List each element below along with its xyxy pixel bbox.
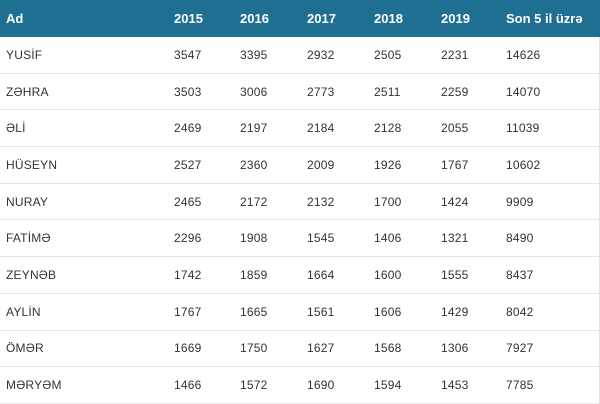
total-cell: 14626 bbox=[500, 37, 600, 74]
value-cell: 1453 bbox=[435, 367, 500, 404]
name-cell: ƏLİ bbox=[0, 110, 168, 148]
value-cell: 1321 bbox=[435, 220, 500, 258]
value-cell: 1669 bbox=[168, 331, 234, 368]
total-cell: 8437 bbox=[500, 257, 600, 294]
value-cell: 1306 bbox=[435, 331, 500, 368]
value-cell: 2469 bbox=[168, 110, 234, 148]
value-cell: 1429 bbox=[435, 294, 500, 331]
value-cell: 2511 bbox=[368, 74, 435, 111]
value-cell: 1406 bbox=[368, 220, 435, 258]
name-cell: ÖMƏR bbox=[0, 331, 168, 368]
value-cell: 1568 bbox=[368, 331, 435, 368]
value-cell: 1926 bbox=[368, 147, 435, 184]
value-cell: 1594 bbox=[368, 367, 435, 404]
value-cell: 2505 bbox=[368, 37, 435, 74]
value-cell: 1750 bbox=[234, 331, 301, 368]
value-cell: 1700 bbox=[368, 184, 435, 221]
value-cell: 1572 bbox=[234, 367, 301, 404]
total-cell: 10602 bbox=[500, 147, 600, 184]
total-cell: 9909 bbox=[500, 184, 600, 221]
name-cell: AYLİN bbox=[0, 294, 168, 331]
value-cell: 1424 bbox=[435, 184, 500, 221]
value-cell: 2184 bbox=[301, 110, 368, 148]
value-cell: 1555 bbox=[435, 257, 500, 294]
total-cell: 7785 bbox=[500, 367, 600, 404]
value-cell: 1665 bbox=[234, 294, 301, 331]
header-cell-2018: 2018 bbox=[368, 0, 435, 37]
name-cell: ZEYNƏB bbox=[0, 257, 168, 294]
header-cell-total: Son 5 il üzrə bbox=[500, 0, 600, 37]
value-cell: 1606 bbox=[368, 294, 435, 331]
value-cell: 1767 bbox=[435, 147, 500, 184]
value-cell: 2259 bbox=[435, 74, 500, 111]
header-cell-name: Ad bbox=[0, 0, 168, 37]
value-cell: 2009 bbox=[301, 147, 368, 184]
name-cell: NURAY bbox=[0, 184, 168, 221]
header-cell-2017: 2017 bbox=[301, 0, 368, 37]
value-cell: 1690 bbox=[301, 367, 368, 404]
value-cell: 1627 bbox=[301, 331, 368, 368]
value-cell: 1859 bbox=[234, 257, 301, 294]
value-cell: 2231 bbox=[435, 37, 500, 74]
value-cell: 1600 bbox=[368, 257, 435, 294]
total-cell: 8042 bbox=[500, 294, 600, 331]
name-cell: ZƏHRA bbox=[0, 74, 168, 111]
value-cell: 2932 bbox=[301, 37, 368, 74]
value-cell: 1908 bbox=[234, 220, 301, 258]
value-cell: 2172 bbox=[234, 184, 301, 221]
value-cell: 3006 bbox=[234, 74, 301, 111]
value-cell: 1664 bbox=[301, 257, 368, 294]
value-cell: 1466 bbox=[168, 367, 234, 404]
value-cell: 3547 bbox=[168, 37, 234, 74]
value-cell: 1545 bbox=[301, 220, 368, 258]
total-cell: 11039 bbox=[500, 110, 600, 148]
total-cell: 7927 bbox=[500, 331, 600, 368]
value-cell: 1742 bbox=[168, 257, 234, 294]
value-cell: 2197 bbox=[234, 110, 301, 148]
value-cell: 2055 bbox=[435, 110, 500, 148]
header-cell-2015: 2015 bbox=[168, 0, 234, 37]
value-cell: 2132 bbox=[301, 184, 368, 221]
header-cell-2019: 2019 bbox=[435, 0, 500, 37]
value-cell: 2128 bbox=[368, 110, 435, 148]
value-cell: 3395 bbox=[234, 37, 301, 74]
value-cell: 2773 bbox=[301, 74, 368, 111]
value-cell: 2527 bbox=[168, 147, 234, 184]
name-cell: MƏRYƏM bbox=[0, 367, 168, 404]
value-cell: 1561 bbox=[301, 294, 368, 331]
value-cell: 2296 bbox=[168, 220, 234, 258]
name-cell: HÜSEYN bbox=[0, 147, 168, 184]
value-cell: 2360 bbox=[234, 147, 301, 184]
name-cell: YUSİF bbox=[0, 37, 168, 74]
total-cell: 8490 bbox=[500, 220, 600, 258]
total-cell: 14070 bbox=[500, 74, 600, 111]
value-cell: 1767 bbox=[168, 294, 234, 331]
value-cell: 3503 bbox=[168, 74, 234, 111]
header-cell-2016: 2016 bbox=[234, 0, 301, 37]
name-cell: FATİMƏ bbox=[0, 220, 168, 258]
value-cell: 2465 bbox=[168, 184, 234, 221]
